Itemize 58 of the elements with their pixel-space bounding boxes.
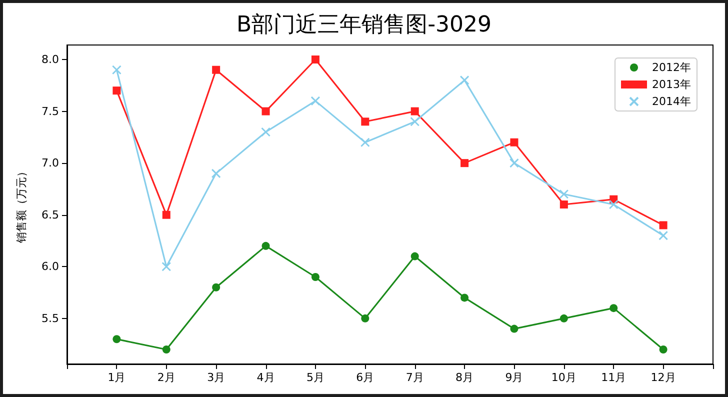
point bbox=[311, 273, 320, 281]
point bbox=[460, 294, 469, 302]
point bbox=[112, 335, 121, 344]
point bbox=[510, 138, 518, 146]
point bbox=[560, 200, 568, 208]
point bbox=[261, 127, 271, 137]
x-tick-label: 12月 bbox=[650, 371, 676, 384]
point bbox=[410, 252, 419, 260]
x-tick-label: 3月 bbox=[207, 371, 226, 384]
y-tick-label: 7.5 bbox=[42, 104, 59, 118]
y-tick-label: 6.5 bbox=[42, 208, 59, 222]
point bbox=[360, 138, 370, 148]
point bbox=[112, 65, 122, 75]
point bbox=[361, 314, 370, 322]
x-tick-label: 1月 bbox=[108, 371, 126, 384]
point bbox=[112, 86, 121, 95]
point bbox=[560, 314, 568, 322]
point bbox=[509, 158, 519, 168]
point bbox=[262, 242, 270, 250]
chart-title: B部门近三年销售图-3029 bbox=[236, 12, 492, 38]
x-tick-label: 5月 bbox=[306, 371, 324, 384]
legend-label: 2012年 bbox=[652, 61, 692, 74]
point bbox=[211, 168, 221, 178]
point bbox=[659, 221, 668, 230]
y-tick-label: 6.0 bbox=[42, 260, 59, 274]
x-tick-label: 8月 bbox=[456, 371, 474, 384]
y-axis-title: 销售额（万元） bbox=[15, 166, 28, 244]
x-tick-label: 7月 bbox=[406, 371, 424, 384]
x-tick-label: 11月 bbox=[601, 371, 626, 384]
point bbox=[410, 116, 420, 126]
y-tick-label: 7.0 bbox=[42, 156, 59, 170]
legend-label: 2014年 bbox=[652, 95, 692, 108]
point bbox=[162, 210, 170, 219]
point bbox=[262, 107, 270, 116]
point bbox=[310, 96, 320, 106]
legend-label: 2013年 bbox=[652, 78, 692, 91]
point bbox=[410, 107, 419, 116]
point bbox=[460, 159, 469, 168]
point bbox=[162, 346, 170, 354]
y-tick-label: 5.5 bbox=[42, 312, 59, 325]
x-tick-label: 4月 bbox=[256, 371, 275, 384]
x-tick-label: 6月 bbox=[356, 371, 374, 384]
y-tick-label: 8.0 bbox=[42, 53, 59, 66]
point bbox=[460, 75, 470, 85]
point bbox=[659, 346, 668, 354]
x-tick-label: 2月 bbox=[157, 371, 176, 384]
point bbox=[510, 324, 518, 333]
point bbox=[610, 304, 618, 312]
point bbox=[162, 262, 172, 272]
point bbox=[212, 66, 220, 74]
x-tick-label: 9月 bbox=[505, 371, 524, 384]
point bbox=[658, 230, 668, 240]
point bbox=[559, 189, 569, 199]
point bbox=[608, 200, 618, 210]
point bbox=[361, 118, 370, 126]
x-tick-label: 10月 bbox=[551, 371, 576, 384]
point bbox=[311, 56, 320, 64]
point bbox=[212, 283, 220, 292]
